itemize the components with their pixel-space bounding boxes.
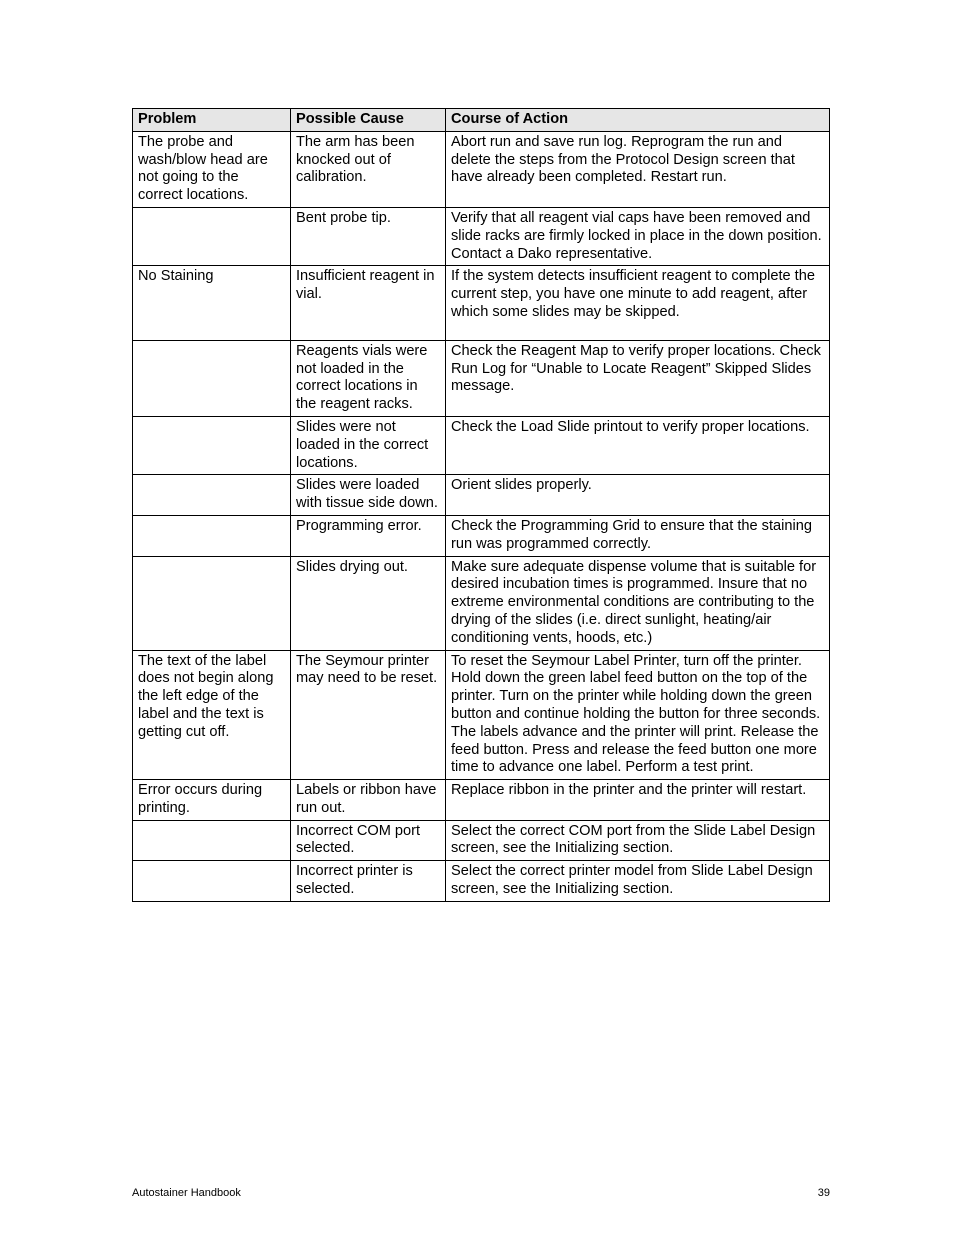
cell-problem: The probe and wash/blow head are not goi… <box>133 131 291 207</box>
cell-action: Verify that all reagent vial caps have b… <box>446 207 830 265</box>
cell-problem <box>133 820 291 861</box>
table-header-row: Problem Possible Cause Course of Action <box>133 109 830 132</box>
cell-action: Select the correct printer model from Sl… <box>446 861 830 902</box>
cell-cause: Slides were loaded with tissue side down… <box>291 475 446 516</box>
cell-cause: Slides drying out. <box>291 556 446 650</box>
cell-cause: Incorrect COM port selected. <box>291 820 446 861</box>
cell-problem: No Staining <box>133 266 291 340</box>
table-row: Slides were loaded with tissue side down… <box>133 475 830 516</box>
cell-action: Replace ribbon in the printer and the pr… <box>446 780 830 821</box>
troubleshooting-table: Problem Possible Cause Course of Action … <box>132 108 830 902</box>
cell-problem <box>133 475 291 516</box>
cell-problem <box>133 556 291 650</box>
table-row: Incorrect printer is selected.Select the… <box>133 861 830 902</box>
cell-cause: Programming error. <box>291 515 446 556</box>
cell-cause: The arm has been knocked out of calibrat… <box>291 131 446 207</box>
cell-cause: Incorrect printer is selected. <box>291 861 446 902</box>
cell-problem <box>133 861 291 902</box>
col-header-action: Course of Action <box>446 109 830 132</box>
cell-action: Check the Reagent Map to verify proper l… <box>446 340 830 416</box>
col-header-cause: Possible Cause <box>291 109 446 132</box>
cell-cause: The Seymour printer may need to be reset… <box>291 650 446 780</box>
cell-action: Check the Programming Grid to ensure tha… <box>446 515 830 556</box>
cell-action: If the system detects insufficient reage… <box>446 266 830 340</box>
cell-action: Make sure adequate dispense volume that … <box>446 556 830 650</box>
col-header-problem: Problem <box>133 109 291 132</box>
table-row: Reagents vials were not loaded in the co… <box>133 340 830 416</box>
cell-action: Abort run and save run log. Reprogram th… <box>446 131 830 207</box>
table-row: Incorrect COM port selected.Select the c… <box>133 820 830 861</box>
table-row: Bent probe tip.Verify that all reagent v… <box>133 207 830 265</box>
cell-action: Orient slides properly. <box>446 475 830 516</box>
cell-cause: Insufficient reagent in vial. <box>291 266 446 340</box>
cell-problem: The text of the label does not begin alo… <box>133 650 291 780</box>
table-row: Slides were not loaded in the correct lo… <box>133 416 830 474</box>
cell-problem <box>133 416 291 474</box>
table-row: Slides drying out.Make sure adequate dis… <box>133 556 830 650</box>
cell-problem <box>133 340 291 416</box>
cell-cause: Reagents vials were not loaded in the co… <box>291 340 446 416</box>
cell-action: To reset the Seymour Label Printer, turn… <box>446 650 830 780</box>
cell-action: Check the Load Slide printout to verify … <box>446 416 830 474</box>
table-row: The text of the label does not begin alo… <box>133 650 830 780</box>
cell-cause: Bent probe tip. <box>291 207 446 265</box>
cell-problem: Error occurs during printing. <box>133 780 291 821</box>
cell-action: Select the correct COM port from the Sli… <box>446 820 830 861</box>
cell-cause: Labels or ribbon have run out. <box>291 780 446 821</box>
cell-problem <box>133 207 291 265</box>
table-row: The probe and wash/blow head are not goi… <box>133 131 830 207</box>
page-footer: Autostainer Handbook 39 <box>132 1187 830 1199</box>
table-row: Error occurs during printing.Labels or r… <box>133 780 830 821</box>
table-row: No StainingInsufficient reagent in vial.… <box>133 266 830 340</box>
footer-page-number: 39 <box>818 1187 830 1199</box>
table-row: Programming error.Check the Programming … <box>133 515 830 556</box>
cell-problem <box>133 515 291 556</box>
cell-cause: Slides were not loaded in the correct lo… <box>291 416 446 474</box>
footer-title: Autostainer Handbook <box>132 1187 241 1199</box>
